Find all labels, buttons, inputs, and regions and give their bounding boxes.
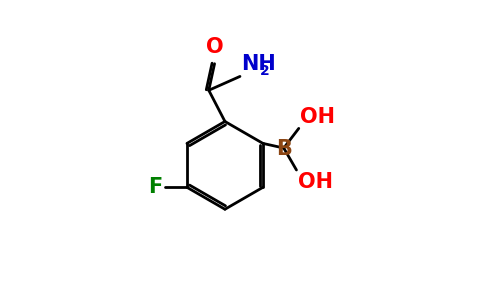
Text: O: O [206,37,224,57]
Text: F: F [149,177,163,197]
Text: B: B [276,139,292,159]
Text: NH: NH [241,54,276,74]
Text: OH: OH [300,106,335,127]
Text: OH: OH [298,172,333,192]
Text: 2: 2 [259,64,270,78]
